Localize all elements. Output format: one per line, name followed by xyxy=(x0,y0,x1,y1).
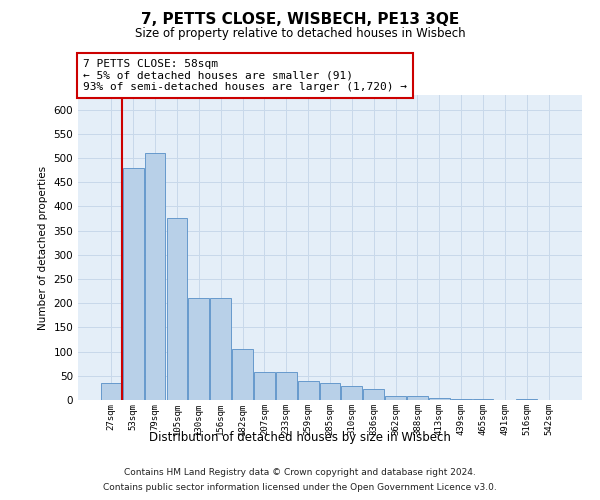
Text: Size of property relative to detached houses in Wisbech: Size of property relative to detached ho… xyxy=(134,28,466,40)
Text: Contains public sector information licensed under the Open Government Licence v3: Contains public sector information licen… xyxy=(103,483,497,492)
Bar xyxy=(276,372,296,400)
Bar xyxy=(451,399,472,400)
Bar xyxy=(254,372,275,400)
Bar xyxy=(145,153,166,400)
Text: 7 PETTS CLOSE: 58sqm
← 5% of detached houses are smaller (91)
93% of semi-detach: 7 PETTS CLOSE: 58sqm ← 5% of detached ho… xyxy=(83,58,407,92)
Bar xyxy=(188,298,209,400)
Bar xyxy=(167,218,187,400)
Bar xyxy=(101,383,122,400)
Bar xyxy=(429,398,450,400)
Text: Distribution of detached houses by size in Wisbech: Distribution of detached houses by size … xyxy=(149,431,451,444)
Text: 7, PETTS CLOSE, WISBECH, PE13 3QE: 7, PETTS CLOSE, WISBECH, PE13 3QE xyxy=(141,12,459,28)
Bar xyxy=(232,349,253,400)
Y-axis label: Number of detached properties: Number of detached properties xyxy=(38,166,48,330)
Bar xyxy=(298,380,319,400)
Bar xyxy=(517,399,537,400)
Bar xyxy=(473,399,493,400)
Bar xyxy=(320,383,340,400)
Bar xyxy=(341,386,362,400)
Bar xyxy=(210,298,231,400)
Bar xyxy=(385,396,406,400)
Bar xyxy=(123,168,143,400)
Text: Contains HM Land Registry data © Crown copyright and database right 2024.: Contains HM Land Registry data © Crown c… xyxy=(124,468,476,477)
Bar xyxy=(407,396,428,400)
Bar xyxy=(364,390,384,400)
